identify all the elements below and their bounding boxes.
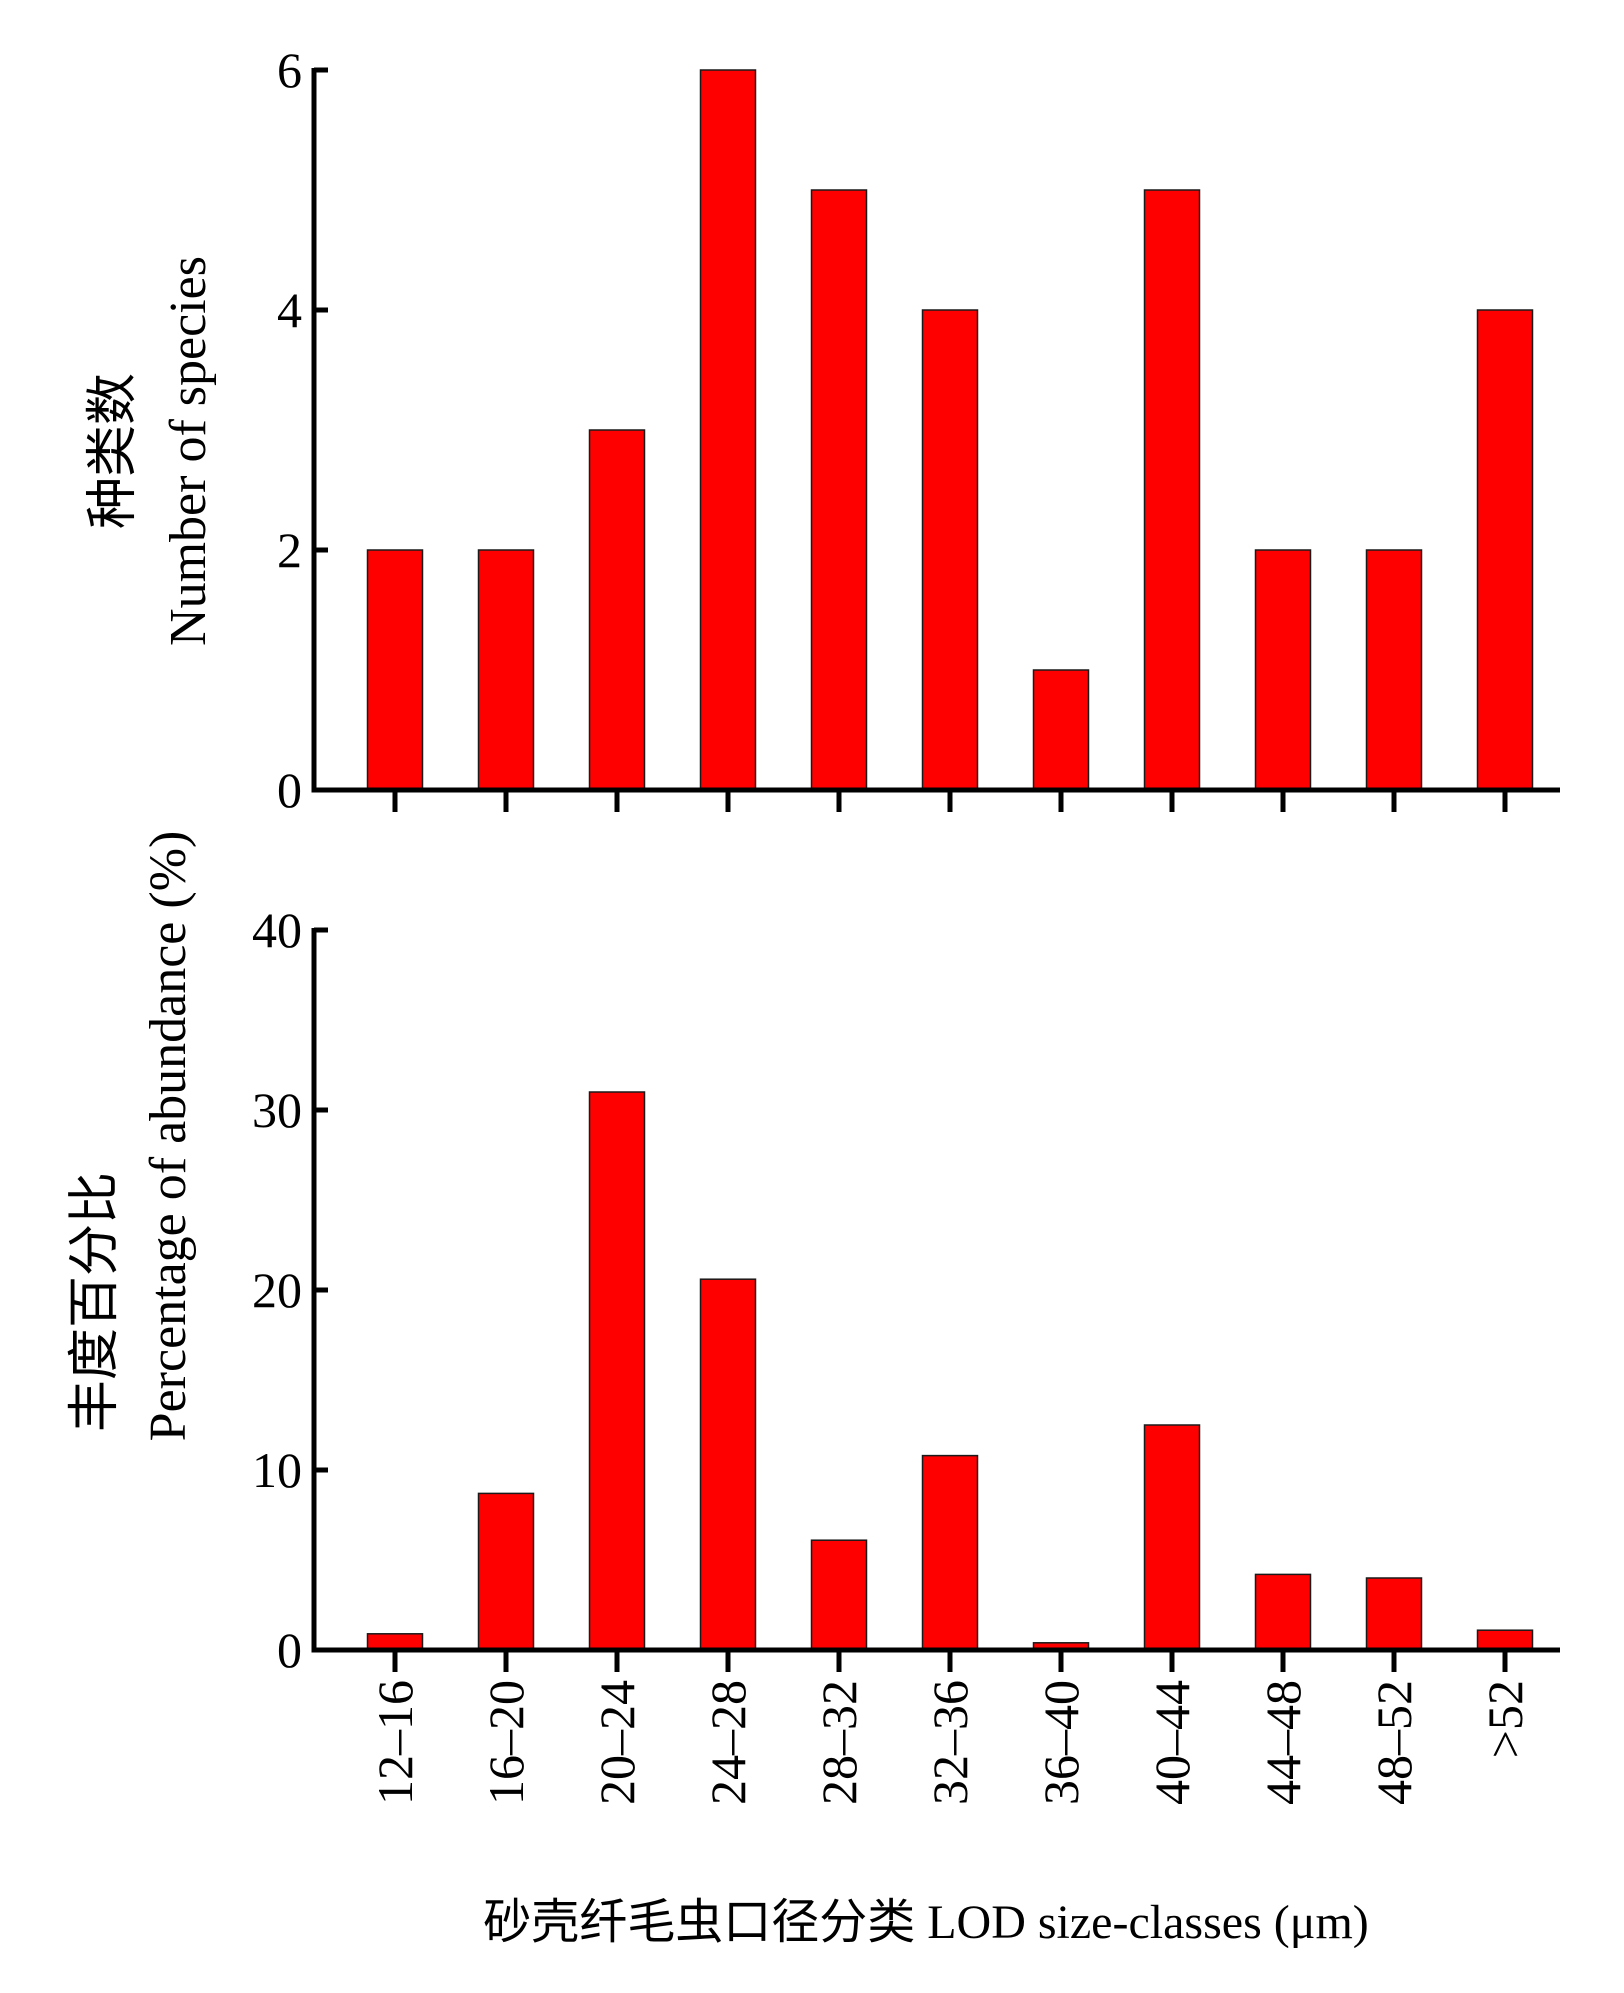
y-axis-title-cn: 种类数 <box>85 373 142 529</box>
y-axis-title-cn: 丰度百分比 <box>67 1172 124 1432</box>
abundance-percentage-chart: 丰度百分比 Percentage of abundance (%) 0 10 20 3… <box>67 831 1560 1805</box>
y-tick-label: 4 <box>277 282 302 338</box>
x-tick-label: 24–28 <box>700 1680 756 1805</box>
x-tick-label: 32–36 <box>922 1680 978 1805</box>
x-tick-label: 12–16 <box>367 1680 423 1805</box>
y-tick-label: 20 <box>252 1262 302 1318</box>
bar-2 <box>477 549 535 791</box>
y-tick-label: 40 <box>252 902 302 958</box>
bar-11 <box>1476 309 1534 791</box>
x-tick-label: 16–20 <box>478 1680 534 1805</box>
y-tick-label: 0 <box>277 1622 302 1678</box>
x-tick-label: 48–52 <box>1366 1680 1422 1805</box>
bar-10 <box>1365 1577 1423 1651</box>
bar-9 <box>1254 549 1312 791</box>
bar-11 <box>1476 1629 1534 1651</box>
bar-10 <box>1365 549 1423 791</box>
bar-6 <box>921 1454 979 1651</box>
bar-2 <box>477 1492 535 1651</box>
bar-5 <box>810 189 868 791</box>
y-tick-label: 30 <box>252 1082 302 1138</box>
y-tick-label: 6 <box>277 42 302 98</box>
bar-6 <box>921 309 979 791</box>
x-axis-title: 砂壳纤毛虫口径分类 LOD size-classes (μm) <box>483 1896 1369 1949</box>
x-tick-label: 28–32 <box>811 1680 867 1805</box>
bar-8 <box>1143 1424 1201 1651</box>
x-tick-label: 44–48 <box>1255 1680 1311 1805</box>
x-tick-label: 20–24 <box>589 1680 645 1805</box>
bar-8 <box>1143 189 1201 791</box>
bar-3 <box>588 429 646 791</box>
bar-4 <box>699 69 757 791</box>
x-tick-label: >52 <box>1477 1680 1533 1758</box>
bar-3 <box>588 1091 646 1651</box>
y-axis-title-en: Percentage of abundance (%) <box>140 831 197 1442</box>
bar-9 <box>1254 1573 1312 1651</box>
bar-5 <box>810 1539 868 1651</box>
y-tick-label: 0 <box>277 762 302 818</box>
y-axis-title-en: Number of species <box>160 256 217 646</box>
x-tick-label: 36–40 <box>1033 1680 1089 1805</box>
bar-1 <box>366 549 424 791</box>
y-tick-label: 2 <box>277 522 302 578</box>
species-count-chart: 种类数 Number of species 0 2 4 6 <box>85 42 1560 818</box>
y-tick-label: 10 <box>252 1442 302 1498</box>
bar-7 <box>1032 669 1090 791</box>
x-tick-label: 40–44 <box>1144 1680 1200 1805</box>
bar-4 <box>699 1278 757 1651</box>
